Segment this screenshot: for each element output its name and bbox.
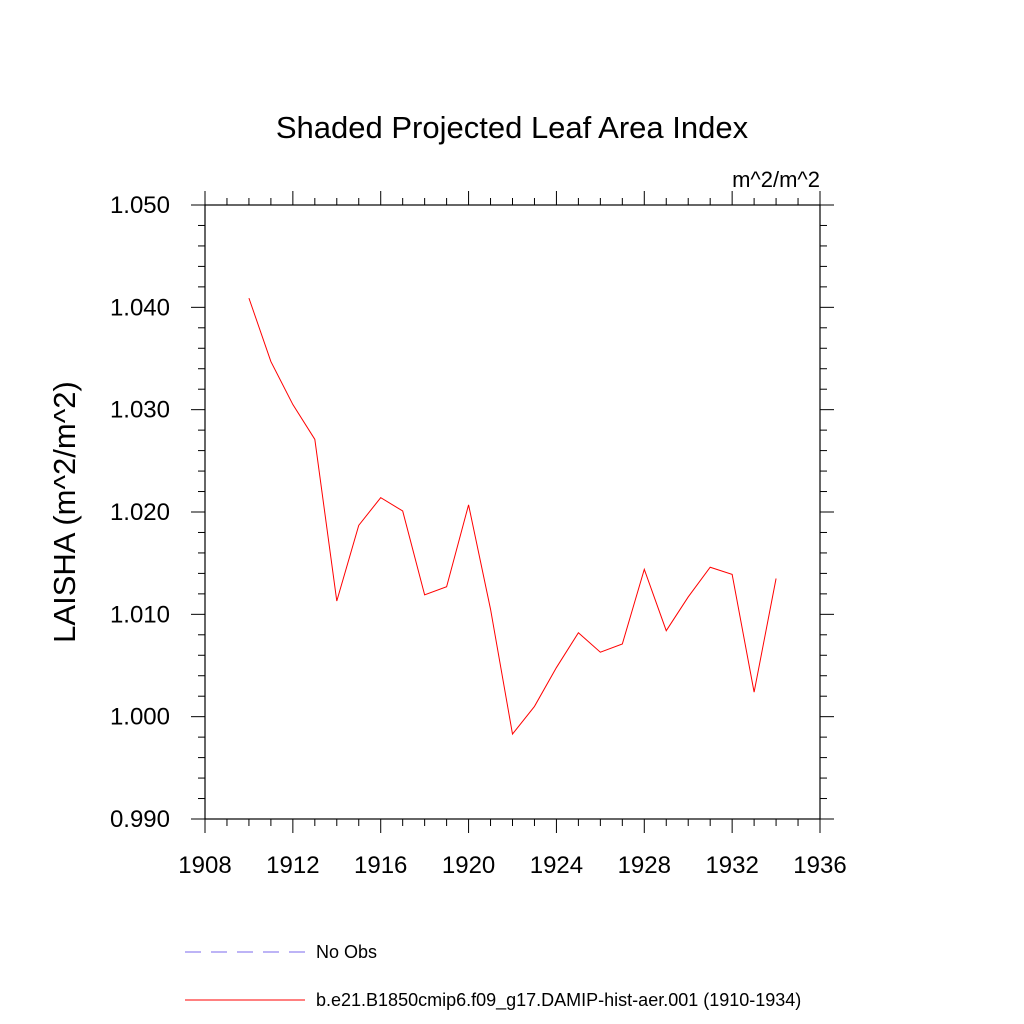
- x-tick-label: 1916: [354, 852, 407, 879]
- plot-frame: [204, 204, 821, 820]
- x-tick-label: 1932: [705, 852, 758, 879]
- y-tick-label: 1.000: [110, 704, 170, 731]
- legend: No Obs b.e21.B1850cmip6.f09_g17.DAMIP-his…: [185, 942, 801, 1011]
- y-tick-labels: 0.990 1.000 1.010 1.020 1.030 1.040 1.050: [110, 192, 170, 833]
- series-layer: [248, 297, 777, 736]
- y-axis-label: LAISHA (m^2/m^2): [47, 381, 82, 643]
- x-tick-label: 1920: [442, 852, 495, 879]
- x-tick-label: 1924: [530, 852, 583, 879]
- y-tick-label: 1.010: [110, 601, 170, 628]
- series-line: [248, 297, 777, 736]
- x-tick-labels: 1908 1912 1916 1920 1924 1928 1932 1936: [178, 852, 846, 879]
- legend-label: No Obs: [316, 942, 377, 962]
- y-tick-label: 1.030: [110, 397, 170, 424]
- y-tick-label: 0.990: [110, 806, 170, 833]
- x-tick-label: 1912: [266, 852, 319, 879]
- y-tick-label: 1.050: [110, 192, 170, 219]
- y-tick-label: 1.020: [110, 499, 170, 526]
- units-label: m^2/m^2: [732, 167, 820, 192]
- x-tick-label: 1936: [793, 852, 846, 879]
- x-tick-label: 1928: [618, 852, 671, 879]
- x-tick-label: 1908: [178, 852, 231, 879]
- legend-label: b.e21.B1850cmip6.f09_g17.DAMIP-hist-aer.…: [316, 990, 801, 1011]
- y-tick-label: 1.040: [110, 294, 170, 321]
- axis-ticks: [191, 191, 834, 833]
- chart-title: Shaded Projected Leaf Area Index: [276, 110, 749, 145]
